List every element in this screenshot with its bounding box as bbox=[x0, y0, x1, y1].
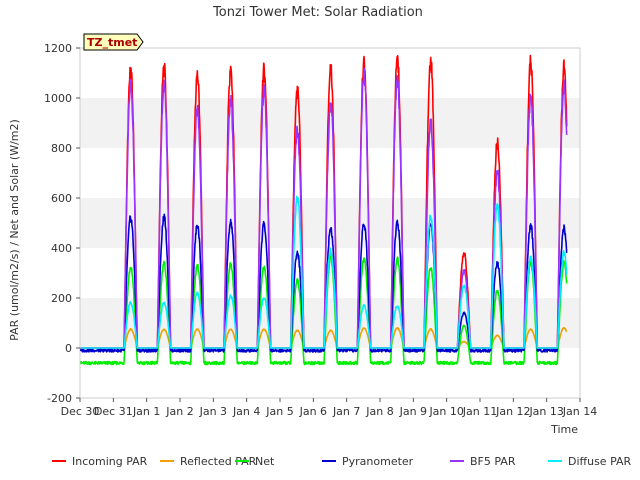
x-tick-label: Dec 31 bbox=[94, 405, 133, 418]
x-tick-label: Jan 8 bbox=[365, 405, 393, 418]
x-tick-label: Jan 7 bbox=[332, 405, 360, 418]
grid-band bbox=[80, 198, 580, 248]
y-tick-label: 800 bbox=[51, 142, 72, 155]
background-bands bbox=[80, 48, 580, 398]
legend-label: Incoming PAR bbox=[72, 455, 148, 468]
series-lines bbox=[79, 54, 568, 366]
legend-label: Pyranometer bbox=[342, 455, 414, 468]
legend-label: BF5 PAR bbox=[470, 455, 516, 468]
y-axis: -200 0 200 400 600 800 1000 1200 bbox=[44, 42, 80, 405]
x-tick-label: Dec 30 bbox=[61, 405, 100, 418]
y-tick-label: 200 bbox=[51, 292, 72, 305]
series-line-pyranometer bbox=[79, 213, 568, 353]
chart-title: Tonzi Tower Met: Solar Radiation bbox=[212, 5, 423, 20]
x-tick-label: Jan 14 bbox=[562, 405, 597, 418]
series-line-net bbox=[80, 254, 568, 366]
annotation-text: TZ_tmet bbox=[87, 36, 137, 49]
y-tick-label: -200 bbox=[47, 392, 72, 405]
legend-item: Reflected PAR bbox=[160, 455, 257, 468]
y-tick-label: 0 bbox=[65, 342, 72, 355]
x-tick-label: Jan 4 bbox=[232, 405, 260, 418]
x-tick-label: Jan 5 bbox=[265, 405, 293, 418]
legend-label: Net bbox=[255, 455, 275, 468]
x-tick-label: Jan 13 bbox=[528, 405, 563, 418]
plot-frame bbox=[79, 47, 581, 399]
y-axis-label: PAR (umol/m2/s) / Net and Solar (W/m2) bbox=[8, 119, 21, 341]
legend-item: Diffuse PAR bbox=[548, 455, 632, 468]
y-tick-label: 1200 bbox=[44, 42, 72, 55]
legend-label: Diffuse PAR bbox=[568, 455, 632, 468]
x-tick-label: Jan 6 bbox=[299, 405, 327, 418]
y-tick-label: 400 bbox=[51, 242, 72, 255]
x-tick-label: Jan 3 bbox=[199, 405, 227, 418]
x-tick-label: Jan 9 bbox=[399, 405, 427, 418]
legend-item: BF5 PAR bbox=[450, 455, 516, 468]
grid-band bbox=[80, 148, 580, 198]
x-tick-label: Jan 12 bbox=[495, 405, 530, 418]
grid-band bbox=[80, 348, 580, 398]
x-tick-label: Jan 11 bbox=[462, 405, 497, 418]
site-annotation: TZ_tmet bbox=[83, 33, 144, 51]
x-axis-label: Time bbox=[550, 423, 578, 436]
series-line-diffuse-par bbox=[80, 195, 568, 349]
y-tick-label: 1000 bbox=[44, 92, 72, 105]
legend-item: Incoming PAR bbox=[52, 455, 148, 468]
x-tick-label: Jan 10 bbox=[428, 405, 463, 418]
legend-label: Reflected PAR bbox=[180, 455, 257, 468]
x-tick-label: Jan 2 bbox=[165, 405, 193, 418]
annotation-box bbox=[83, 33, 144, 51]
x-tick-label: Jan 1 bbox=[132, 405, 160, 418]
legend-item: Pyranometer bbox=[322, 455, 414, 468]
y-tick-label: 600 bbox=[51, 192, 72, 205]
legend-item: Net bbox=[235, 455, 275, 468]
grid-band bbox=[80, 298, 580, 348]
